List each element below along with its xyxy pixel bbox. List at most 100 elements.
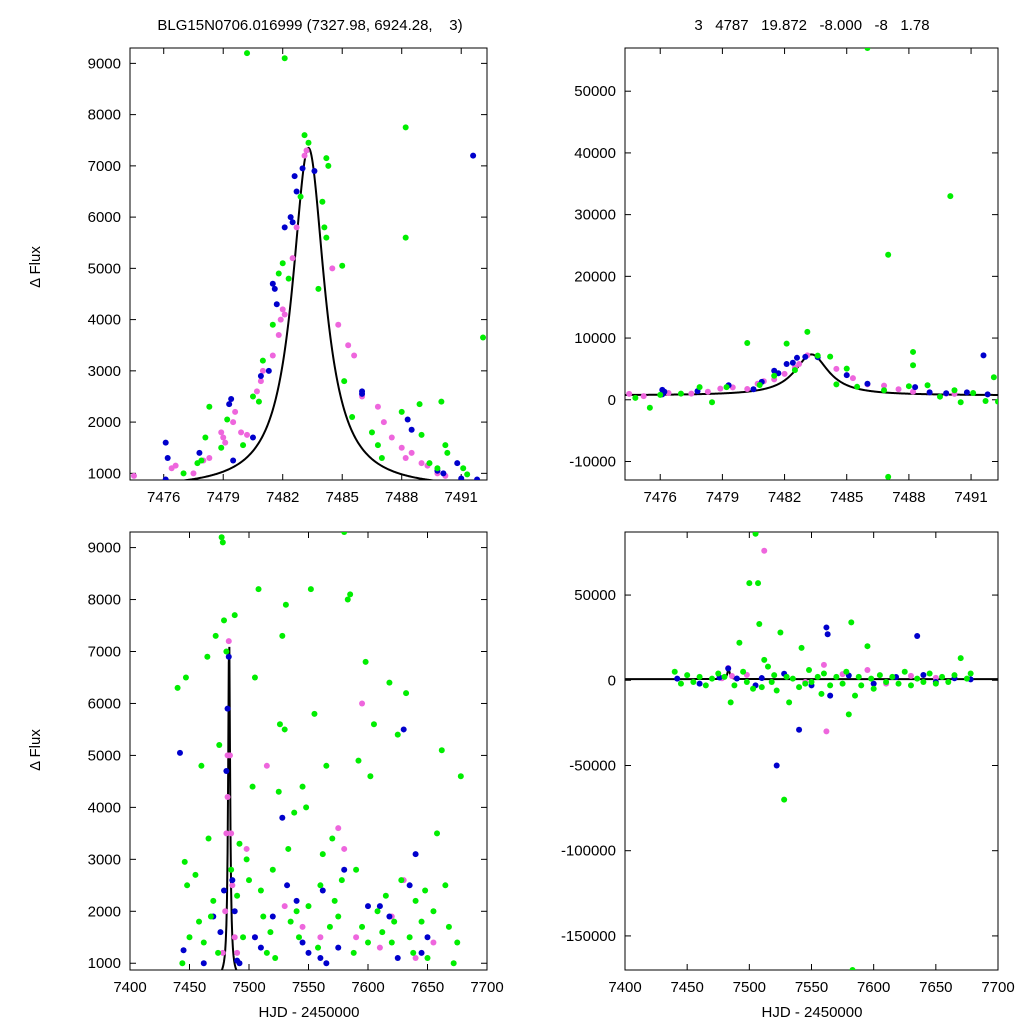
data-point (190, 470, 197, 477)
data-point (771, 672, 778, 679)
data-point (323, 234, 330, 241)
data-point (457, 773, 464, 780)
data-point (460, 465, 467, 472)
data-point (827, 353, 834, 360)
data-point (335, 913, 342, 920)
data-point (458, 475, 465, 480)
data-point (470, 152, 477, 159)
x-tick-label: 7500 (232, 979, 265, 996)
data-point (272, 955, 279, 962)
data-point (299, 165, 306, 172)
data-point (386, 913, 393, 920)
data-point (299, 783, 306, 790)
x-tick-label: 7476 (147, 489, 180, 506)
y-tick-label: 4000 (88, 312, 121, 329)
data-point (297, 193, 304, 200)
data-point (221, 887, 228, 894)
data-point (301, 152, 308, 159)
data-point (236, 840, 243, 847)
y-tick-label: 20000 (574, 268, 616, 285)
data-point (768, 678, 775, 685)
data-point (709, 399, 716, 406)
data-point (234, 949, 241, 956)
y-tick-label: 8000 (88, 107, 121, 124)
data-point (796, 360, 803, 367)
data-point (833, 365, 840, 372)
data-point (228, 866, 235, 873)
data-point (180, 947, 187, 954)
y-tick-label: 8000 (88, 592, 121, 609)
y-tick-label: 6000 (88, 209, 121, 226)
data-point (823, 624, 830, 631)
data-point (943, 390, 950, 397)
xlabel-bottom-left: HJD - 2450000 (259, 1004, 360, 1021)
data-point (833, 673, 840, 680)
series-1 (659, 352, 991, 398)
data-point (827, 692, 834, 699)
data-point (731, 682, 738, 689)
data-point (223, 648, 230, 655)
series-1 (162, 152, 481, 480)
x-tick-label: 7479 (706, 489, 739, 506)
data-point (259, 357, 266, 364)
data-point (901, 668, 908, 675)
data-point (353, 866, 360, 873)
data-point (293, 897, 300, 904)
data-point (301, 132, 308, 139)
data-point (824, 631, 831, 638)
y-tick-label: 9000 (88, 540, 121, 557)
data-point (341, 378, 348, 385)
data-point (418, 949, 425, 956)
data-point (402, 124, 409, 131)
data-point (430, 908, 437, 915)
data-point (251, 934, 258, 941)
data-point (219, 539, 226, 546)
data-point (802, 680, 809, 687)
data-point (773, 762, 780, 769)
y-tick-label: 50000 (574, 587, 616, 604)
data-point (206, 454, 213, 461)
plot-area (130, 50, 487, 480)
data-point (255, 398, 262, 405)
data-point (326, 923, 333, 930)
data-point (277, 316, 284, 323)
data-point (454, 460, 461, 467)
data-point (275, 270, 282, 277)
data-point (632, 394, 639, 401)
data-point (756, 621, 763, 628)
y-tick-label: -100000 (561, 843, 616, 860)
data-point (349, 413, 356, 420)
data-point (351, 352, 358, 359)
data-point (285, 845, 292, 852)
data-point (796, 684, 803, 691)
data-point (783, 360, 790, 367)
data-point (783, 340, 790, 347)
data-point (963, 389, 970, 396)
data-point (291, 809, 298, 816)
data-point (380, 419, 387, 426)
data-point (329, 265, 336, 272)
data-point (222, 908, 229, 915)
data-point (864, 380, 871, 387)
data-point (259, 367, 266, 374)
data-point (895, 386, 902, 393)
data-point (341, 866, 348, 873)
data-point (350, 949, 357, 956)
data-point (646, 404, 653, 411)
left-title: BLG15N0706.016999 (7327.98, 6924.28, 3) (157, 17, 462, 34)
data-point (868, 675, 875, 682)
data-point (704, 388, 711, 395)
data-point (924, 382, 931, 389)
x-tick-label: 7700 (470, 979, 503, 996)
series-0 (626, 352, 958, 400)
data-point (325, 162, 332, 169)
data-point (885, 251, 892, 258)
plot-area (625, 532, 998, 970)
data-point (755, 580, 762, 587)
data-point (281, 224, 288, 231)
data-point (843, 372, 850, 379)
data-point (206, 403, 213, 410)
data-point (418, 431, 425, 438)
data-point (305, 903, 312, 910)
data-point (957, 399, 964, 406)
